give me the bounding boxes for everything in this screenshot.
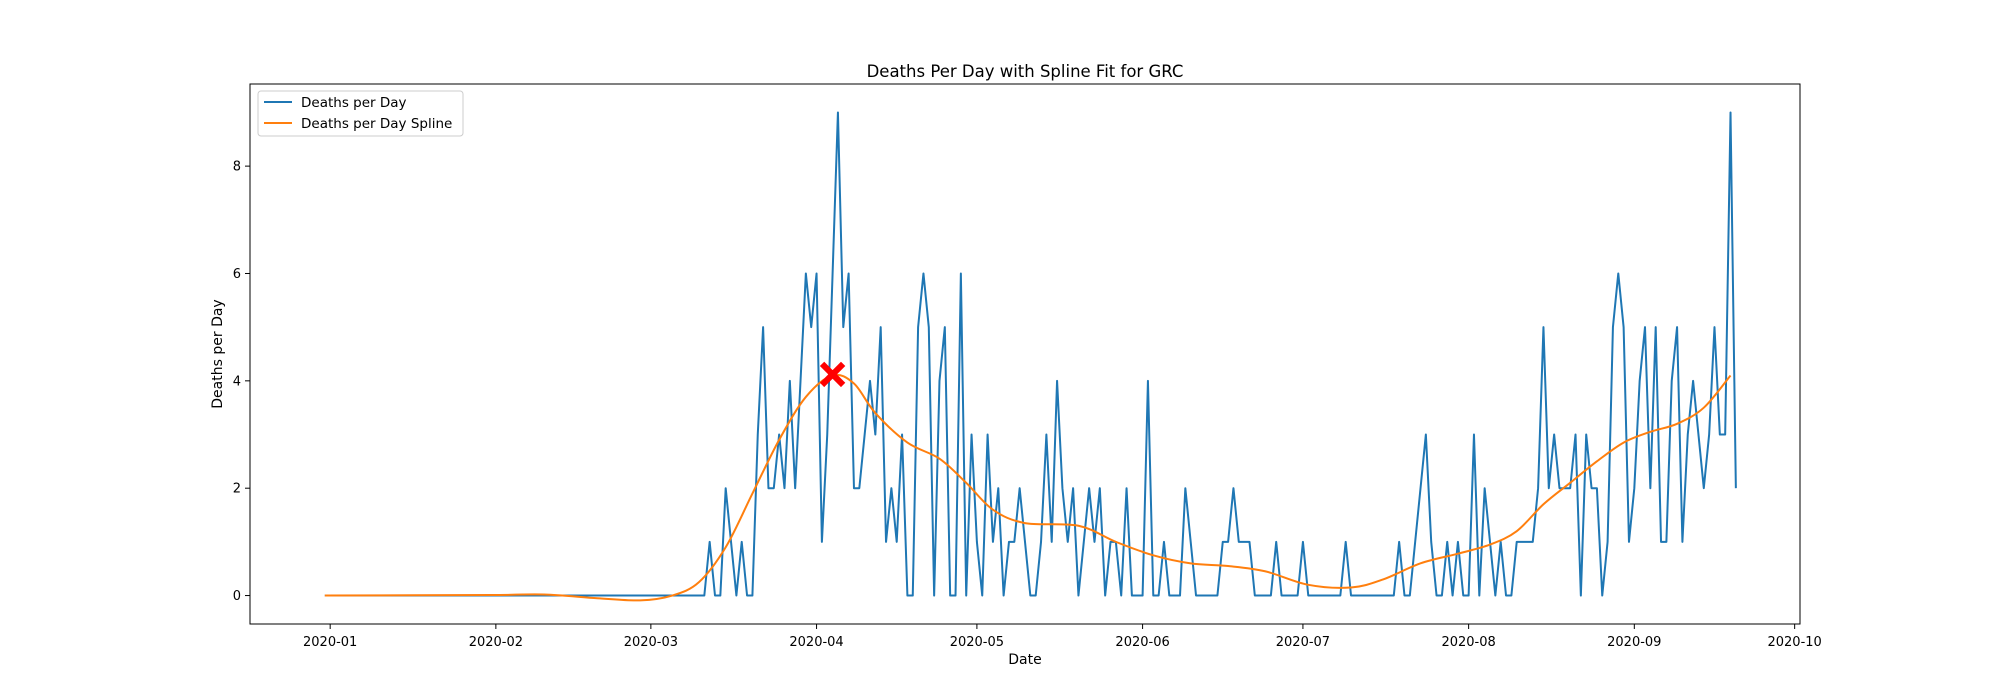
legend-box [257, 90, 464, 137]
x-tick-label: 2020-05 [950, 635, 1004, 650]
x-tick-label: 2020-07 [1276, 635, 1330, 650]
x-tick-label: 2020-08 [1441, 635, 1495, 650]
x-axis-label: Date [1008, 652, 1041, 668]
legend-label-deaths-per-day-spline: Deaths per Day Spline [301, 116, 452, 132]
x-tick-label: 2020-02 [469, 635, 523, 650]
legend: Deaths per Day Deaths per Day Spline [257, 90, 464, 137]
series-layer [324, 111, 1737, 602]
x-tick-label: 2020-04 [789, 635, 843, 650]
chart-title: Deaths Per Day with Spline Fit for GRC [867, 62, 1184, 81]
y-tick-label: 6 [233, 267, 241, 282]
legend-label-deaths-per-day: Deaths per Day [301, 95, 407, 111]
y-tick-label: 0 [233, 589, 241, 604]
peak-marker-x [819, 361, 846, 388]
y-axis: 0 2 4 6 8 [233, 160, 250, 604]
y-tick-label: 2 [233, 482, 241, 497]
plot-frame [249, 83, 1801, 625]
x-tick-label: 2020-03 [624, 635, 678, 650]
y-tick-label: 8 [233, 160, 241, 175]
x-tick-label: 2020-01 [303, 635, 357, 650]
series-deaths-per-day-spline-line [324, 373, 1732, 602]
y-axis-label: Deaths per Day [210, 299, 226, 408]
x-tick-label: 2020-09 [1607, 635, 1661, 650]
marker-layer [819, 361, 846, 388]
x-axis: 2020-01 2020-02 2020-03 2020-04 2020-05 2020-… [303, 624, 1822, 650]
x-tick-label: 2020-06 [1115, 635, 1169, 650]
x-tick-label: 2020-10 [1767, 635, 1821, 650]
y-tick-label: 4 [233, 374, 241, 389]
plot-area [249, 83, 1801, 625]
